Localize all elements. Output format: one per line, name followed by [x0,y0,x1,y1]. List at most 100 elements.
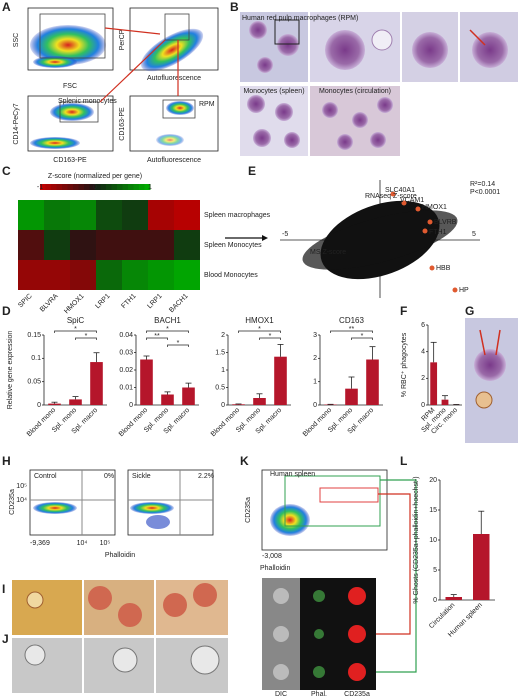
flow-plot [27,95,114,152]
panel-label: H [2,454,11,468]
row-label: Blood Monocytes [204,272,258,279]
micrograph [240,12,518,156]
bar [90,362,103,405]
y-tick-label: 20 [429,477,437,484]
y-tick-label: 0.05 [27,379,41,386]
bar [161,394,174,405]
y-tick-label: 0.15 [27,332,41,339]
heatmap-cell [44,230,70,260]
y-tick-label: 4 [421,349,425,356]
bar [473,534,490,600]
heatmap-cell [18,230,44,260]
bar [182,387,195,405]
significance-label: * [166,326,169,333]
column-label: SPIC [17,293,34,310]
image-caption: Monocytes (circulation) [319,88,391,95]
micrograph [12,580,228,693]
y-tick-label: 1 [313,379,317,386]
significance-bracket [330,330,373,333]
heatmap-cell [174,200,200,230]
arrows [99,27,179,103]
bar [441,399,449,405]
axis-label: CD235a [9,489,16,515]
percent: 0% [104,473,114,480]
significance-label: * [269,333,272,340]
scale-swatch [117,184,123,190]
bar [274,356,287,405]
heatmap-cell [18,260,44,290]
significance-label: * [177,340,180,347]
axis-label: Phalloidin [105,552,135,559]
panel-label: I [2,582,5,596]
significance-bracket [351,337,373,340]
axis-tick: -3,008 [262,553,282,560]
image-title: Human red pulp macrophages (RPM) [242,15,358,22]
scale-swatch [56,184,63,190]
axis-tick: 5 [472,231,476,238]
plot-label: Control [34,473,57,480]
axis-tick: 10⁵ [100,540,111,547]
image-caption: Monocytes (spleen) [243,88,304,95]
significance-label: * [85,333,88,340]
column-label: BACH1 [168,293,190,315]
axis-label: MS Z-score [310,249,346,256]
axis-label: RNAseq Z-score [365,193,417,200]
y-tick-label: 0.03 [119,349,133,356]
y-tick-label: 6 [421,322,425,329]
column-label: HMOX1 [63,293,86,316]
y-tick-label: 2 [313,355,317,362]
y-tick-label: 1.5 [215,349,225,356]
axis-tick: -5 [282,231,288,238]
heatmap-cell [122,260,148,290]
axis-label: FSC [63,83,77,90]
x-tick-label: Circulation [428,602,456,630]
flow-plot [129,95,219,152]
flow-plot [27,7,114,71]
flow-plot [129,7,219,72]
bar [48,403,61,405]
scale-swatch [73,184,79,190]
column-label: Phal. [311,691,327,698]
gate-label: Splenic monocytes [58,98,117,105]
heatmap-cell [96,200,122,230]
scale-swatch [62,184,68,190]
scale-swatch [67,184,74,190]
y-tick-label: 0 [129,402,133,409]
axis-label: % Ghosts (CD235a+phalloidin+hoechst-) [413,476,420,603]
heatmap-cell [70,230,96,260]
heatmap-cell [122,200,148,230]
axis-label: CD14-PeCy7 [13,103,20,144]
y-tick-label: 2 [221,332,225,339]
y-tick-label: 0.1 [31,355,41,362]
column-label: CD235a [344,691,370,698]
significance-bracket [167,344,189,347]
y-tick-label: 0 [421,402,425,409]
scale-title: Z-score (normalized per gene) [48,173,142,180]
axis-label: PerCP [119,29,126,50]
scale-swatch [122,184,129,190]
gene-label: HP [459,287,469,294]
heatmap-cell [44,260,70,290]
arrow [262,235,268,241]
heatmap-cell [174,260,200,290]
significance-label: * [74,326,77,333]
heatmap-cell [148,200,174,230]
heatmap-cell [96,260,122,290]
panel-label: K [240,454,249,468]
scale-swatch [84,184,90,190]
heatmap-cell [122,230,148,260]
chart-title: CD163 [339,316,364,325]
gene-label: BLVRB [434,219,457,226]
scale-swatch [100,184,107,190]
axis-label: Phalloidin [260,565,290,572]
y-tick-label: 0.02 [119,367,133,374]
x-tick-label: Blood mono [210,407,241,438]
scale-tick: 1 [148,184,152,191]
axis-label: CD163-PE [53,157,87,164]
chart-title: SpiC [67,316,85,325]
column-label: LRP1 [94,293,111,310]
heatmap-cell [148,230,174,260]
panel-label: G [465,304,474,318]
y-tick-label: 0 [37,402,41,409]
significance-label: ** [154,333,160,340]
